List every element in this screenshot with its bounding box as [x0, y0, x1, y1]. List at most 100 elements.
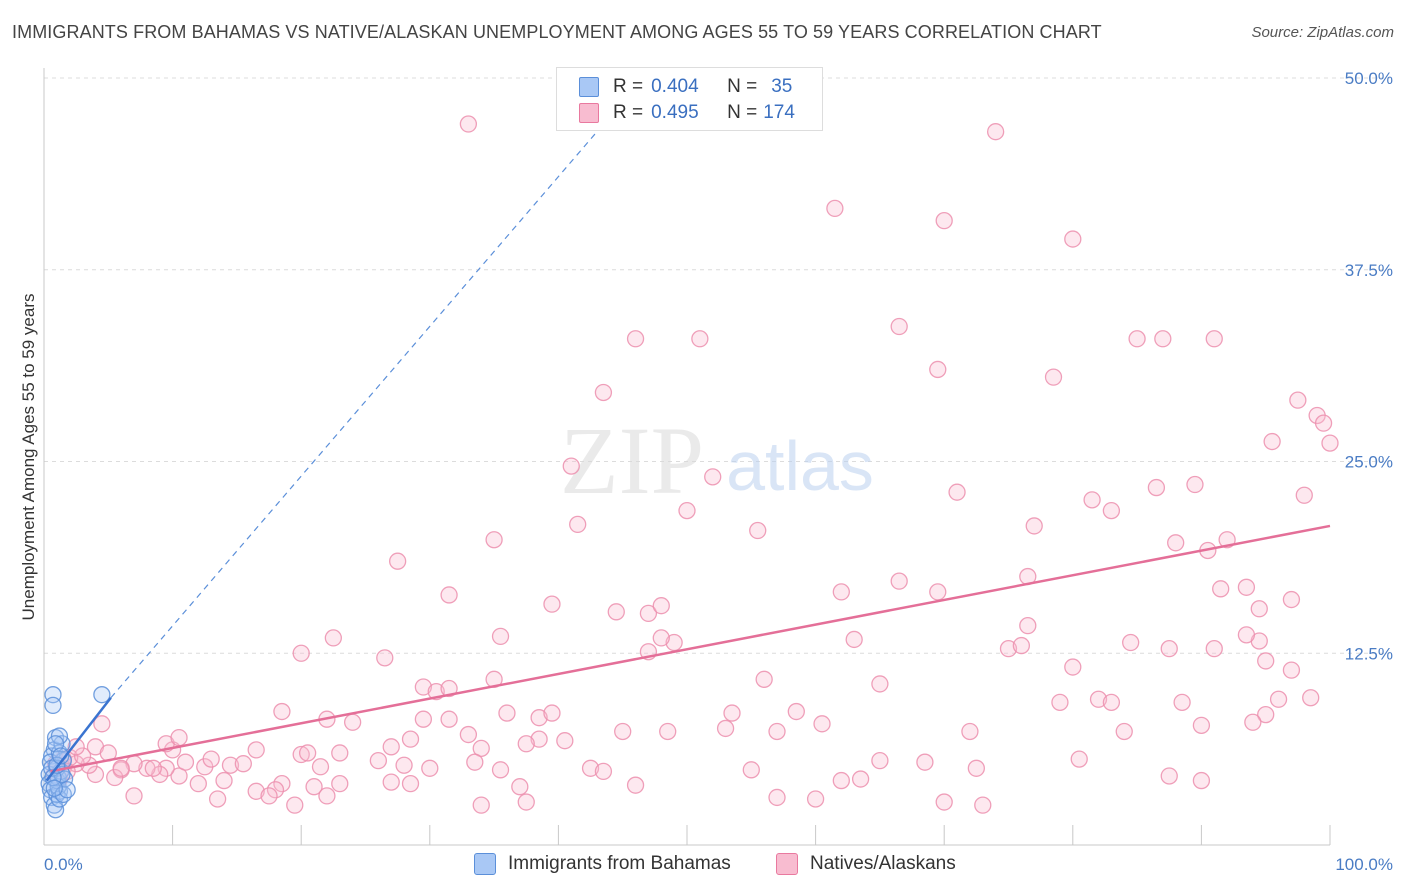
watermark: ZIP atlas: [560, 407, 874, 514]
point-natives-alaskans: [1237, 626, 1256, 644]
point-natives-alaskans: [845, 630, 863, 649]
legend-n-label: N =: [727, 102, 758, 123]
legend-n-value: 174: [763, 102, 795, 123]
point-natives-alaskans: [755, 670, 773, 688]
tick-labels: 12.5% 25.0% 37.5% 50.0% 0.0% 100.0%: [44, 69, 1393, 874]
x-tick-label-min: 0.0%: [44, 855, 83, 874]
point-natives-alaskans: [472, 739, 490, 758]
point-natives-alaskans: [247, 741, 265, 759]
point-natives-alaskans: [749, 521, 767, 540]
point-natives-alaskans: [273, 774, 291, 793]
point-natives-alaskans: [704, 468, 722, 486]
y-tick-label: 50.0%: [1345, 69, 1393, 88]
point-natives-alaskans: [659, 722, 677, 741]
point-natives-alaskans: [1192, 771, 1211, 790]
point-natives-alaskans: [652, 597, 670, 615]
point-natives-alaskans: [543, 704, 561, 722]
point-natives-alaskans: [93, 715, 111, 733]
legend-row-natives: R = 0.495 N = 174: [579, 100, 795, 126]
point-natives-alaskans: [935, 793, 953, 811]
point-natives-alaskans: [401, 774, 420, 793]
point-natives-alaskans: [401, 730, 420, 748]
point-natives-alaskans: [1192, 716, 1211, 734]
point-immigrants-bahamas: [58, 781, 76, 799]
bottom-legend-label-natives: Natives/Alaskans: [810, 853, 956, 874]
point-natives-alaskans: [916, 753, 934, 771]
legend-row-bahamas: R = 0.404 N = 35: [579, 74, 792, 100]
point-natives-alaskans: [1167, 534, 1185, 552]
point-natives-alaskans: [1102, 693, 1121, 711]
point-natives-alaskans: [1070, 750, 1088, 768]
point-natives-alaskans: [286, 796, 304, 814]
point-natives-alaskans: [1160, 767, 1178, 785]
point-natives-alaskans: [929, 360, 947, 379]
legend-n-value: 35: [771, 76, 793, 97]
point-natives-alaskans: [376, 649, 394, 667]
point-natives-alaskans: [298, 744, 317, 762]
point-natives-alaskans: [67, 738, 85, 756]
point-natives-alaskans: [1244, 713, 1262, 731]
point-natives-alaskans: [826, 199, 844, 218]
point-natives-alaskans: [581, 759, 600, 777]
point-natives-alaskans: [569, 515, 587, 534]
point-natives-alaskans: [215, 771, 233, 790]
point-natives-alaskans: [234, 755, 252, 773]
legend-r-label: R =: [613, 76, 644, 97]
point-natives-alaskans: [742, 761, 760, 779]
point-natives-alaskans: [440, 586, 458, 604]
point-natives-alaskans: [1237, 578, 1256, 596]
point-natives-alaskans: [723, 704, 741, 722]
point-natives-alaskans: [511, 778, 529, 796]
point-natives-alaskans: [440, 679, 458, 698]
point-natives-alaskans: [961, 722, 979, 741]
point-natives-alaskans: [260, 787, 278, 805]
point-natives-alaskans: [331, 744, 349, 762]
point-natives-alaskans: [806, 790, 825, 808]
source-label: Source: ZipAtlas.com: [1251, 24, 1394, 41]
watermark-zip: ZIP: [560, 407, 704, 514]
point-natives-alaskans: [1269, 690, 1288, 708]
x-tick-label-max: 100.0%: [1335, 855, 1393, 874]
point-natives-alaskans: [1289, 391, 1307, 409]
grid: [44, 77, 1390, 654]
point-natives-alaskans: [1282, 661, 1301, 679]
point-natives-alaskans: [974, 796, 992, 814]
point-natives-alaskans: [1314, 414, 1333, 432]
point-natives-alaskans: [157, 759, 175, 777]
point-natives-alaskans: [292, 644, 310, 662]
point-natives-alaskans: [594, 383, 613, 402]
point-natives-alaskans: [1205, 639, 1223, 658]
point-natives-alaskans: [189, 774, 207, 793]
point-natives-alaskans: [556, 732, 574, 750]
point-natives-alaskans: [813, 715, 831, 733]
point-natives-alaskans: [1044, 368, 1063, 386]
point-natives-alaskans: [1128, 330, 1146, 348]
point-natives-alaskans: [626, 330, 645, 348]
legend-r-label: R =: [613, 102, 644, 123]
point-natives-alaskans: [851, 770, 870, 788]
point-natives-alaskans: [1019, 616, 1037, 635]
point-natives-alaskans: [144, 759, 162, 777]
point-natives-alaskans: [440, 710, 458, 728]
point-natives-alaskans: [1282, 590, 1301, 609]
point-natives-alaskans: [871, 675, 889, 693]
point-natives-alaskans: [491, 627, 510, 646]
point-natives-alaskans: [1205, 330, 1223, 348]
point-natives-alaskans: [382, 773, 400, 791]
point-natives-alaskans: [832, 583, 850, 601]
point-natives-alaskans: [929, 583, 947, 601]
point-natives-alaskans: [1160, 639, 1178, 658]
point-natives-alaskans: [170, 767, 188, 785]
point-natives-alaskans: [138, 759, 156, 777]
point-natives-alaskans: [1186, 475, 1204, 494]
legend-swatch-bahamas: [579, 77, 599, 97]
point-natives-alaskans: [247, 782, 265, 800]
point-natives-alaskans: [530, 730, 548, 748]
point-natives-alaskans: [530, 709, 548, 727]
chart-title: IMMIGRANTS FROM BAHAMAS VS NATIVE/ALASKA…: [12, 22, 1102, 42]
point-natives-alaskans: [414, 678, 433, 696]
point-natives-alaskans: [176, 753, 195, 771]
point-natives-alaskans: [1025, 517, 1043, 535]
watermark-atlas: atlas: [726, 427, 874, 505]
point-natives-alaskans: [202, 750, 220, 768]
